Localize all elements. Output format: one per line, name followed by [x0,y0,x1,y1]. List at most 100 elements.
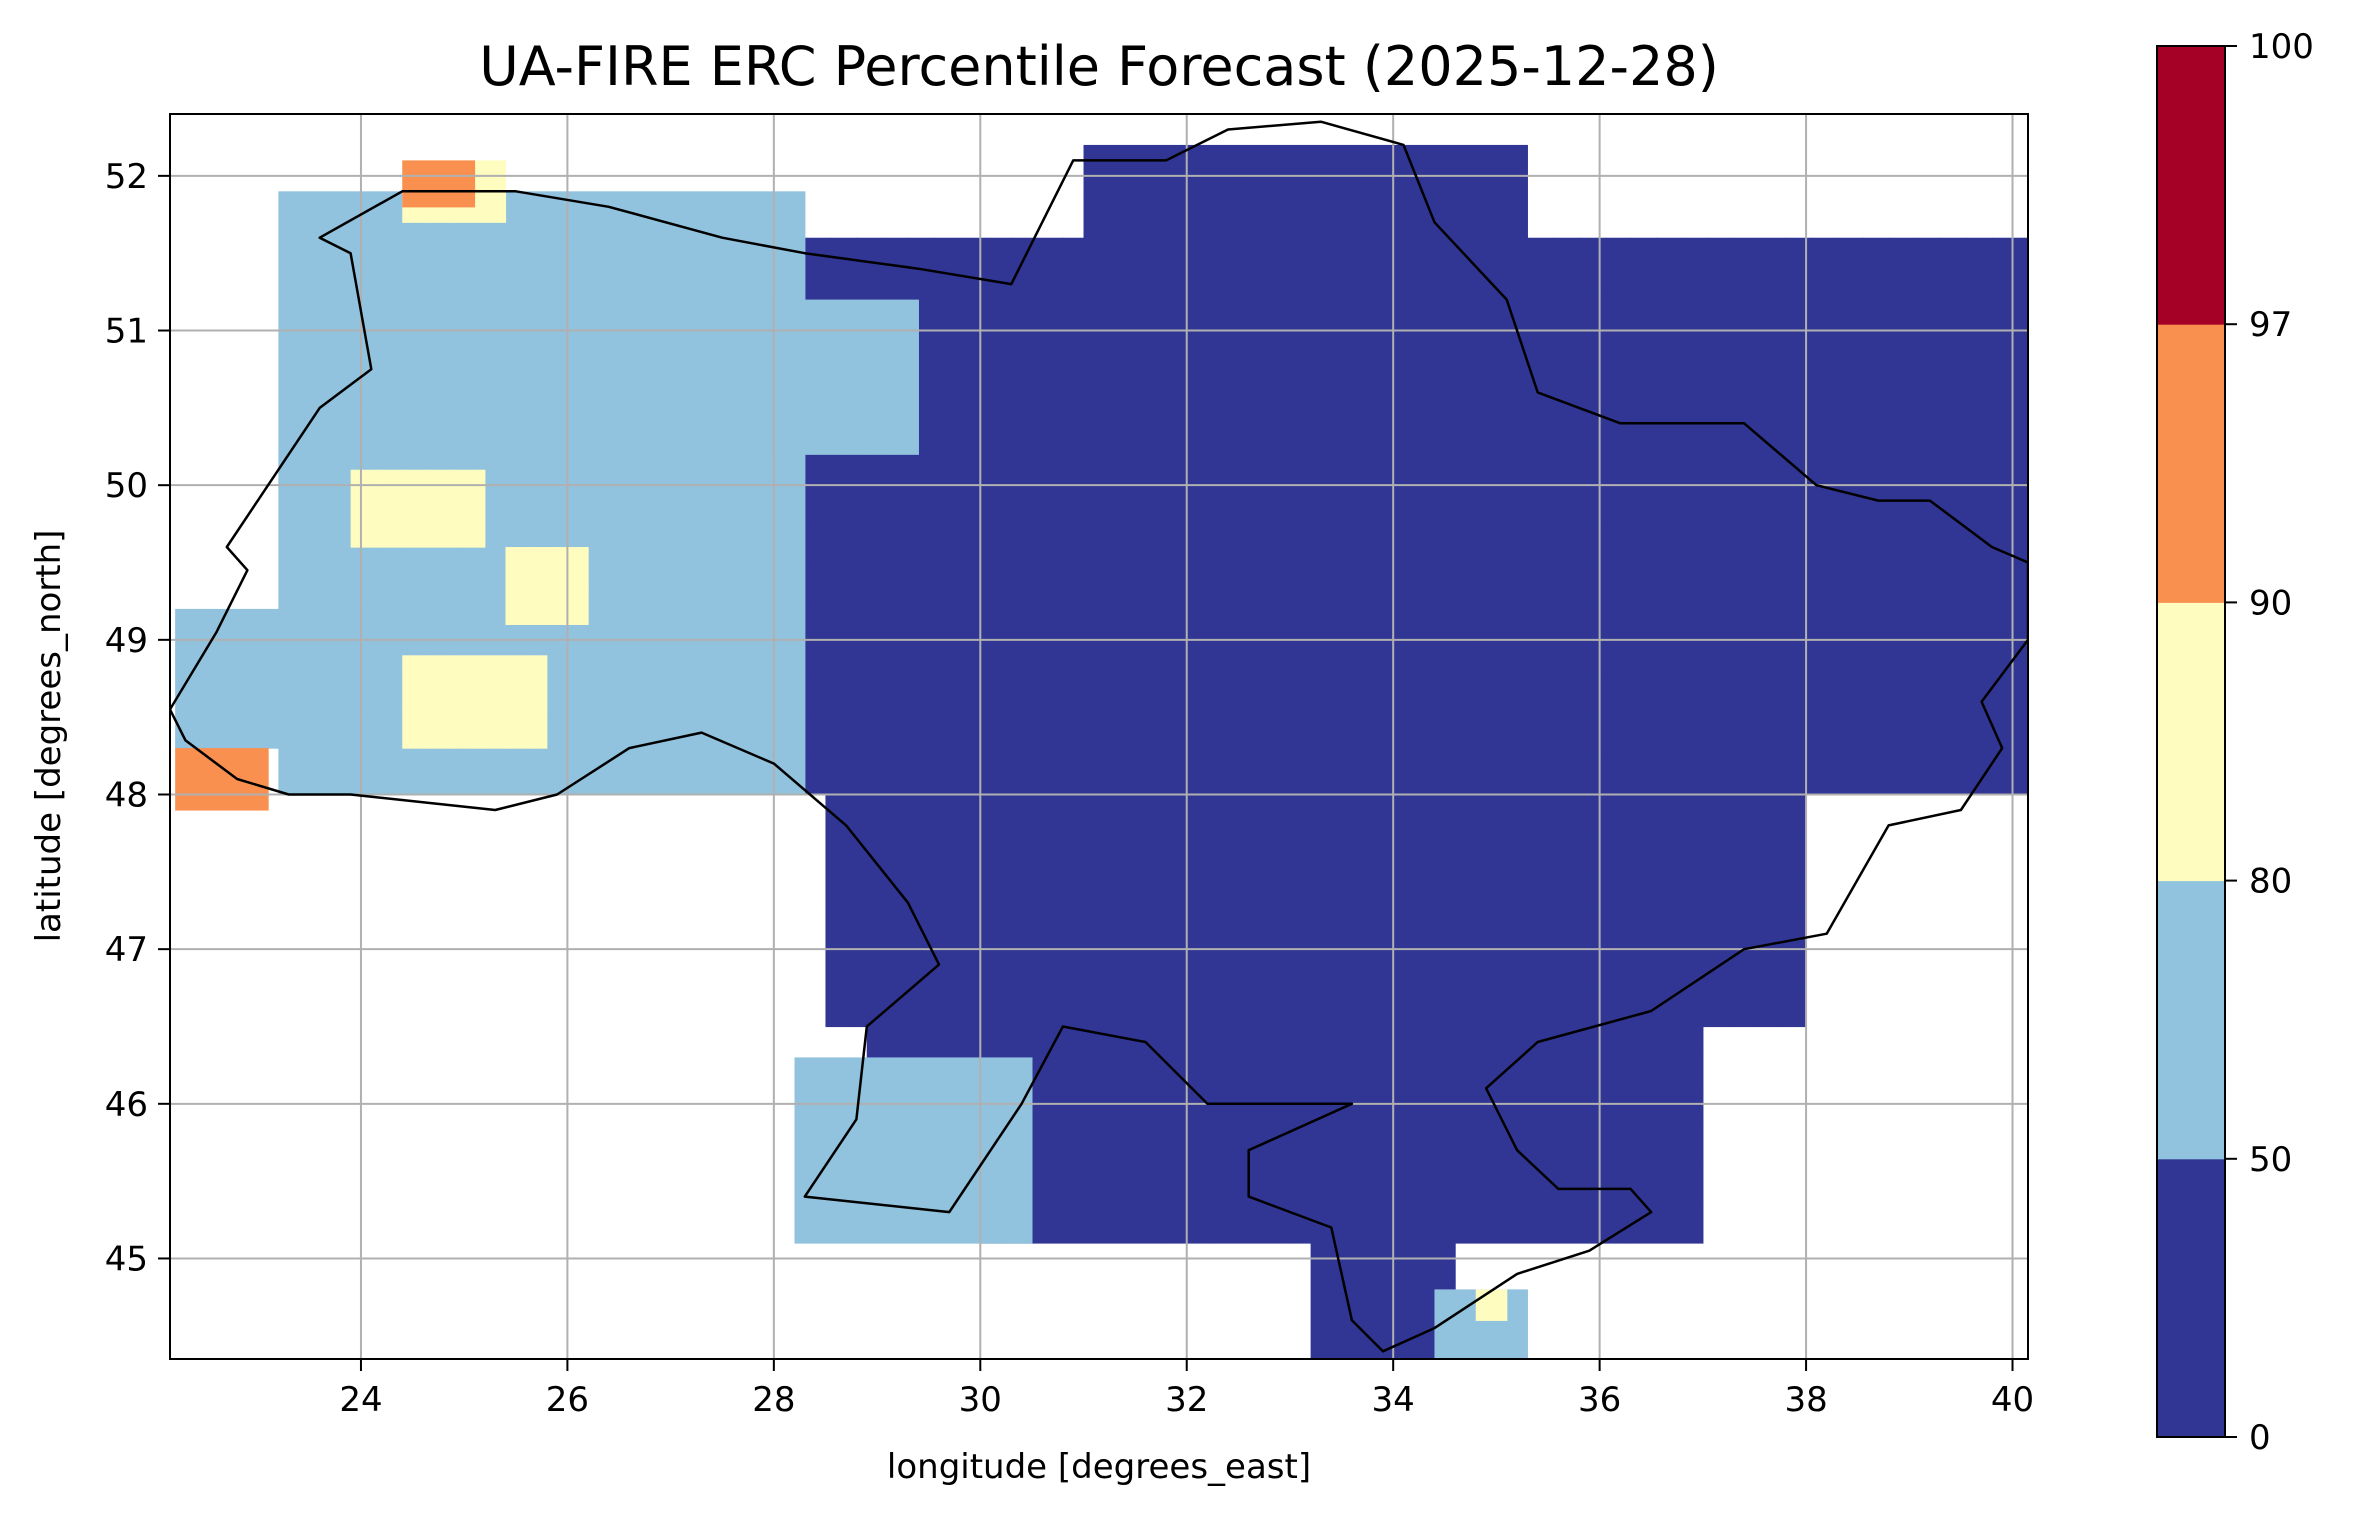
raster-cell [1135,1088,1162,1128]
raster-cell [304,446,331,486]
raster-cell [433,369,460,409]
raster-cell [1444,1088,1472,1128]
raster-cell [200,670,228,711]
raster-cell [1759,369,1787,409]
raster-cell [846,1204,873,1244]
raster-cell [975,1204,1002,1244]
raster-cell [1475,291,1503,332]
raster-cell [1651,1088,1678,1128]
raster-cell [510,369,538,409]
raster-cell [1470,144,1498,161]
raster-cell [1578,291,1606,332]
raster-cell [381,407,409,448]
raster-cell [1000,1165,1028,1205]
raster-cell [1578,369,1606,409]
raster-cell [1212,1165,1239,1205]
raster-cell [794,601,806,641]
raster-cell [1269,485,1296,525]
raster-cell [329,755,357,796]
raster-cell [1269,253,1296,293]
raster-cell [1289,987,1317,1028]
raster-cell [1656,253,1683,293]
raster-cell [1031,1026,1059,1051]
raster-cell [804,237,832,254]
raster-cell [1573,1088,1601,1128]
raster-cell [1393,794,1420,834]
raster-cell [1604,639,1632,680]
raster-cell [1625,1026,1652,1051]
raster-cell [768,485,796,525]
raster-cell [428,508,455,548]
raster-cell [1630,237,1657,254]
raster-cell [433,253,460,293]
raster-cell [985,446,1012,486]
raster-cell [1522,1204,1549,1244]
raster-cell [1522,794,1549,834]
raster-cell [1940,678,1967,718]
raster-cell [1088,446,1116,486]
raster-cell [1862,717,1890,757]
raster-cell [1522,833,1549,873]
x-tick-label: 26 [546,1380,589,1420]
raster-cell [1625,987,1652,1028]
raster-cell [1295,485,1322,525]
raster-cell [959,755,987,796]
raster-cell [1496,160,1523,200]
raster-cell [665,407,692,448]
raster-cell [1160,833,1188,873]
raster-cell [1140,485,1167,525]
raster-cell [1424,755,1451,796]
raster-cell [402,160,429,169]
raster-cell [1424,562,1451,602]
raster-cell [1682,717,1709,757]
raster-cell [908,485,935,525]
raster-cell [1604,485,1632,525]
raster-cell [1083,1165,1110,1205]
raster-cell [1888,562,1916,602]
raster-cell [1006,833,1033,873]
raster-cell [840,415,868,455]
raster-cell [613,562,641,602]
raster-cell [1604,253,1632,293]
raster-cell [1444,910,1472,950]
raster-cell [1548,1165,1575,1205]
raster-cell [1940,523,1967,564]
raster-cell [1625,1049,1652,1089]
raster-cell [1759,446,1787,486]
raster-cell [1651,1165,1678,1205]
raster-cell [252,709,279,749]
raster-cell [1398,446,1425,486]
raster-cell [1320,253,1348,293]
raster-cell [1269,601,1296,641]
raster-cell [1160,871,1188,912]
raster-cell [613,253,641,293]
raster-cell [985,678,1012,718]
raster-cell [226,709,254,749]
raster-cell [959,407,987,448]
raster-cell [768,678,796,718]
raster-cell [1656,369,1683,409]
raster-cell [1295,291,1322,332]
colorbar-tick-label: 90 [2249,583,2292,623]
raster-cell [304,291,331,332]
raster-cell [1702,794,1730,834]
raster-cell [1444,1204,1472,1244]
raster-cell [1759,717,1787,757]
raster-cell [1160,1127,1188,1167]
raster-cell [804,253,832,293]
raster-cell [1315,1088,1343,1128]
raster-cell [2017,755,2028,796]
raster-cell [1759,291,1787,332]
raster-cell [1031,871,1059,912]
raster-cell [1527,755,1554,796]
raster-cell [1315,1165,1343,1205]
raster-cell [1135,1165,1162,1205]
raster-cell [1475,330,1503,370]
raster-cell [1140,523,1167,564]
raster-cell [1006,910,1033,950]
raster-cell [1362,1281,1389,1321]
raster-cell [1083,833,1110,873]
raster-cell [1320,369,1348,409]
raster-cell [1367,1026,1394,1051]
